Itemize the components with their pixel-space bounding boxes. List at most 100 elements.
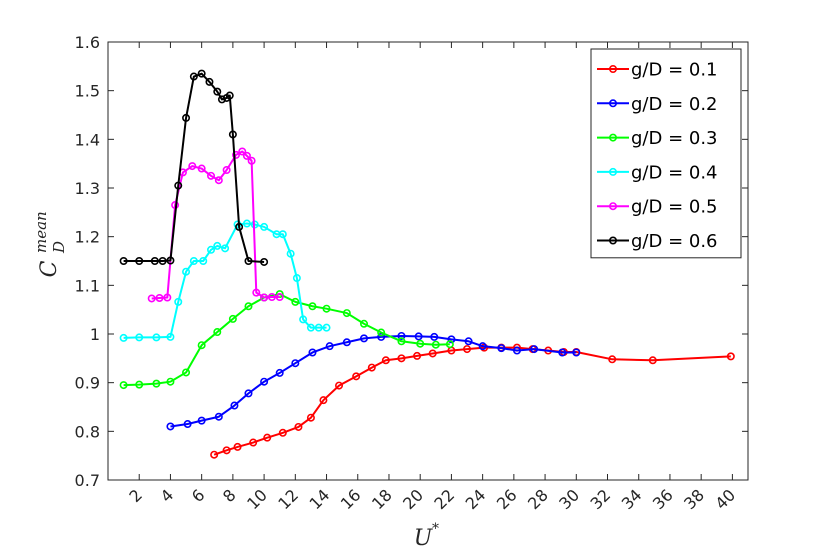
series-5 [147,147,284,303]
data-point [252,288,261,297]
legend-item: g/D = 0.3 [597,128,718,149]
data-point [214,176,223,185]
data-point [431,340,440,349]
data-point [314,323,323,332]
data-point [119,381,128,390]
data-point [463,345,472,354]
data-point [135,380,144,389]
data-point [135,256,144,265]
x-tick-label: 30 [555,485,583,513]
data-point [306,323,315,332]
data-point [182,368,191,377]
legend-item: g/D = 0.5 [597,197,718,218]
legend-marker [608,236,617,245]
data-point [119,333,128,342]
legend-marker [608,202,617,211]
data-point [292,274,301,283]
legend-items: g/D = 0.1 g/D = 0.2 g/D = 0.3 g/D = 0.4 g/D … [597,60,718,252]
data-point [530,345,539,354]
data-point [260,257,269,266]
y-tick-label: 0.9 [75,374,100,393]
data-point [397,337,406,346]
data-point [235,222,244,231]
data-point [174,181,183,190]
x-tick-label: 2 [125,485,146,506]
data-point [299,315,308,324]
data-point [342,309,351,318]
data-point [377,332,386,341]
x-tick-label: 32 [587,485,615,513]
y-tick-label: 1.5 [75,82,100,101]
data-point [359,334,368,343]
data-point [242,219,251,228]
data-point [335,381,344,390]
data-point [478,342,487,351]
legend-label: g/D = 0.1 [631,60,718,81]
data-point [166,422,175,431]
data-point [342,338,351,347]
data-point [352,372,361,381]
plot-area-frame [107,41,749,481]
legend-box [590,48,742,259]
legend-item: g/D = 0.2 [597,94,718,115]
data-point [119,256,128,265]
data-point [238,147,247,156]
legend-label: g/D = 0.5 [631,197,718,218]
data-point [367,363,376,372]
data-point [278,230,287,239]
legend: g/D = 0.1 g/D = 0.2 g/D = 0.3 g/D = 0.4 g/D … [590,48,742,259]
data-point [197,164,206,173]
data-point [166,377,175,386]
data-point [158,256,167,265]
x-tick-label: 8 [219,485,240,506]
series-line [170,334,577,428]
data-point [213,87,222,96]
data-point [163,293,172,302]
data-point [397,354,406,363]
data-point [217,95,226,104]
data-point [306,413,315,422]
data-point [242,151,251,160]
series-layer [119,69,735,459]
data-point [221,244,230,253]
data-point [214,412,223,421]
x-axis-label-main: U [414,526,434,551]
data-point [359,319,368,328]
data-point [232,150,241,159]
series-2 [166,331,581,431]
x-tick-label: 12 [274,485,302,513]
y-tick-label: 1.3 [75,179,100,198]
legend-marker [608,133,617,142]
data-point [414,332,423,341]
x-tick-label: 36 [649,485,677,513]
data-point [416,339,425,348]
x-tick-label: 34 [618,485,646,513]
y-axis-label: C mean D [32,211,68,277]
legend-label: g/D = 0.3 [631,128,718,149]
data-point [205,77,214,86]
data-point [319,396,328,405]
data-point [135,333,144,342]
data-point [150,256,159,265]
data-point [207,245,216,254]
data-point [413,351,422,360]
data-point [182,267,191,276]
data-point [308,348,317,357]
data-point [197,69,206,78]
y-tick-label: 1.2 [75,228,100,247]
data-point [322,323,331,332]
data-point [381,356,390,365]
data-point [260,377,269,386]
data-point [275,368,284,377]
x-tick-label: 38 [680,485,708,513]
data-point [147,294,156,303]
data-point [325,342,334,351]
legend-label: g/D = 0.6 [631,231,718,252]
data-point [244,256,253,265]
x-tick-label: 10 [243,485,271,513]
legend-label: g/D = 0.4 [631,162,718,183]
data-point [260,222,269,231]
data-point [608,355,617,364]
x-tick-label: 20 [399,485,427,513]
data-point [322,304,331,313]
